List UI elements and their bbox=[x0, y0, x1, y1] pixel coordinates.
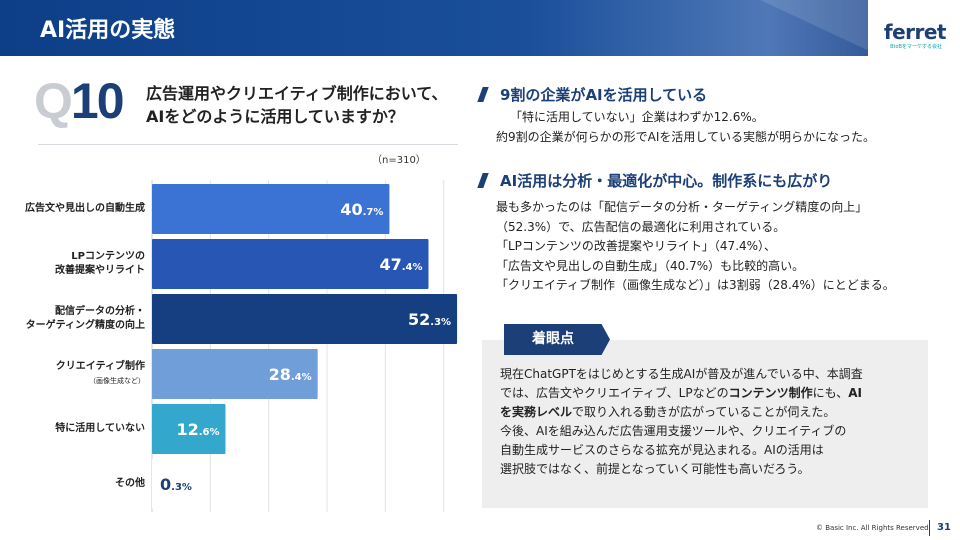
question-q: Q bbox=[34, 73, 73, 129]
footer-divider bbox=[929, 520, 930, 536]
category-label-3: クリエイティブ制作 （画像生成など） bbox=[0, 360, 145, 388]
logo-tagline: BtoBをマーケする会社 bbox=[890, 44, 942, 50]
ferret-logo: ferret bbox=[883, 20, 947, 44]
insight-line-2c: にも、 bbox=[812, 386, 849, 400]
category-label-0: 広告文や見出しの自動生成 bbox=[0, 202, 145, 216]
data-label-0: 40.7% bbox=[340, 200, 383, 219]
section-2-body: 最も多かったのは「配信データの分析・ターゲティング精度の向上」 （52.3%）で… bbox=[496, 198, 895, 296]
section-2-line-4: 「広告文や見出しの自動生成」（40.7%）も比較的高い。 bbox=[496, 258, 805, 273]
category-label-3-line-0: クリエイティブ制作 bbox=[55, 361, 145, 372]
bar-chart-svg: 40.7%47.4%52.3%28.4%12.6%0.3% bbox=[151, 180, 458, 512]
data-label-dec-1: .4% bbox=[402, 262, 423, 273]
slash-icon bbox=[477, 87, 489, 102]
copyright: © Basic Inc. All Rights Reserved. bbox=[816, 524, 931, 532]
insight-tag: 着眼点 bbox=[504, 324, 610, 355]
question-digits: 10 bbox=[70, 73, 125, 129]
category-label-3-line-1: （画像生成など） bbox=[89, 377, 145, 385]
category-label-2: 配信データの分析・ターゲティング精度の向上 bbox=[0, 305, 145, 333]
insight-line-1: 現在ChatGPTをはじめとする生成AIが普及が進んでいる中、本調査 bbox=[500, 367, 863, 381]
insight-line-2: では、広告文やクリエイティブ、LPなどのコンテンツ制作にも、AI bbox=[500, 384, 920, 403]
page-number: 31 bbox=[937, 522, 951, 533]
data-label-dec-5: .3% bbox=[171, 482, 192, 493]
insight-box bbox=[482, 340, 928, 508]
section-1-heading-text: 9割の企業がAIを活用している bbox=[500, 86, 708, 104]
insight-line-4: 今後、AIを組み込んだ広告運用支援ツールや、クリエイティブの bbox=[500, 424, 847, 438]
section-2-heading: AI活用は分析・最適化が中心。制作系にも広がり bbox=[477, 170, 833, 191]
bar-3 bbox=[152, 349, 318, 399]
logo-area: ferret BtoBをマーケする会社 bbox=[868, 0, 960, 56]
category-label-4: 特に活用していない bbox=[0, 422, 145, 436]
data-label-2: 52.3% bbox=[408, 310, 451, 329]
data-label-int-5: 0 bbox=[160, 475, 171, 494]
category-label-4-line-0: 特に活用していない bbox=[55, 423, 145, 434]
page-title: AI活用の実態 bbox=[40, 18, 176, 43]
bar-2 bbox=[152, 294, 458, 344]
data-label-int-3: 28 bbox=[269, 365, 291, 384]
insight-emphasis-1: コンテンツ制作 bbox=[728, 386, 813, 400]
category-label-1-line-0: LPコンテンツの bbox=[71, 251, 145, 262]
sample-size-label: （n=310） bbox=[372, 155, 426, 166]
section-1-line-2: 約9割の企業が何らかの形でAIを活用している実態が明らかになった。 bbox=[496, 129, 876, 144]
data-label-int-4: 12 bbox=[176, 420, 198, 439]
section-2-line-1: 最も多かったのは「配信データの分析・ターゲティング精度の向上」 bbox=[496, 200, 868, 214]
data-label-dec-4: .6% bbox=[199, 427, 220, 438]
section-1-body: 「特に活用していない」企業はわずか12.6%。 約9割の企業が何らかの形でAIを… bbox=[496, 108, 875, 147]
section-1-line-1: 「特に活用していない」企業はわずか12.6%。 bbox=[510, 110, 764, 124]
header-decoration bbox=[760, 0, 880, 56]
insight-line-3: を実務レベルで取り入れる動きが広がっていることが伺えた。 bbox=[500, 403, 920, 422]
insight-emphasis-2: AI bbox=[848, 386, 863, 400]
bar-5 bbox=[152, 459, 154, 509]
section-2-line-3: 「LPコンテンツの改善提案やリライト」（47.4%）、 bbox=[496, 239, 777, 254]
category-label-0-line-0: 広告文や見出しの自動生成 bbox=[25, 203, 145, 214]
data-label-4: 12.6% bbox=[176, 420, 219, 439]
bar-chart: 40.7% 47.4% 52.3% 28.4% 12.6% 0.3% 広告文や見出しの自動… bbox=[0, 176, 470, 516]
question-number: Q10 bbox=[34, 72, 125, 130]
question-text: 広告運用やクリエイティブ制作において、 AIをどのように活用していますか？ bbox=[146, 82, 476, 128]
bar-4 bbox=[152, 404, 226, 454]
insight-line-2a: では、広告文やクリエイティブ、LPなどの bbox=[500, 386, 729, 400]
data-label-3: 28.4% bbox=[269, 365, 312, 384]
bar-0 bbox=[152, 184, 390, 234]
section-2-heading-text: AI活用は分析・最適化が中心。制作系にも広がり bbox=[500, 172, 833, 190]
data-label-dec-2: .3% bbox=[430, 317, 451, 328]
insight-line-6: 選択肢ではなく、前提となっていく可能性も高いだろう。 bbox=[500, 462, 810, 476]
bar-1 bbox=[152, 239, 429, 289]
section-1-heading: 9割の企業がAIを活用している bbox=[477, 84, 708, 105]
category-label-1-line-1: 改善提案やリライト bbox=[55, 265, 145, 276]
data-label-int-2: 52 bbox=[408, 310, 430, 329]
slash-icon bbox=[477, 173, 489, 188]
insight-line-5: 自動生成サービスのさらなる拡充が見込まれる。AIの活用は bbox=[500, 443, 824, 457]
data-label-1: 47.4% bbox=[379, 255, 422, 274]
category-label-5-line-0: その他 bbox=[115, 478, 145, 489]
section-2-line-2: （52.3%）で、広告配信の最適化に利用されている。 bbox=[496, 219, 786, 234]
category-label-1: LPコンテンツの改善提案やリライト bbox=[0, 250, 145, 278]
data-label-dec-0: .7% bbox=[363, 207, 384, 218]
section-2-line-5: 「クリエイティブ制作（画像生成など）」は3割弱（28.4%）にとどまる。 bbox=[496, 278, 895, 293]
header-bar: AI活用の実態 ferret BtoBをマーケする会社 bbox=[0, 0, 960, 56]
category-label-2-line-1: ターゲティング精度の向上 bbox=[25, 320, 145, 331]
category-label-5: その他 bbox=[0, 477, 145, 491]
data-label-5: 0.3% bbox=[160, 475, 192, 494]
data-label-int-1: 47 bbox=[379, 255, 401, 274]
data-label-dec-3: .4% bbox=[291, 372, 312, 383]
insight-line-3b: で取り入れる動きが広がっていることが伺えた。 bbox=[572, 405, 836, 419]
data-label-int-0: 40 bbox=[340, 200, 362, 219]
question-line-1: 広告運用やクリエイティブ制作において、 bbox=[146, 84, 448, 103]
category-label-2-line-0: 配信データの分析・ bbox=[55, 306, 145, 317]
insight-emphasis-3: を実務レベル bbox=[500, 405, 573, 419]
insight-text: 現在ChatGPTをはじめとする生成AIが普及が進んでいる中、本調査 では、広告… bbox=[500, 365, 920, 479]
question-divider bbox=[38, 144, 458, 145]
question-line-2: AIをどのように活用していますか？ bbox=[146, 107, 404, 126]
